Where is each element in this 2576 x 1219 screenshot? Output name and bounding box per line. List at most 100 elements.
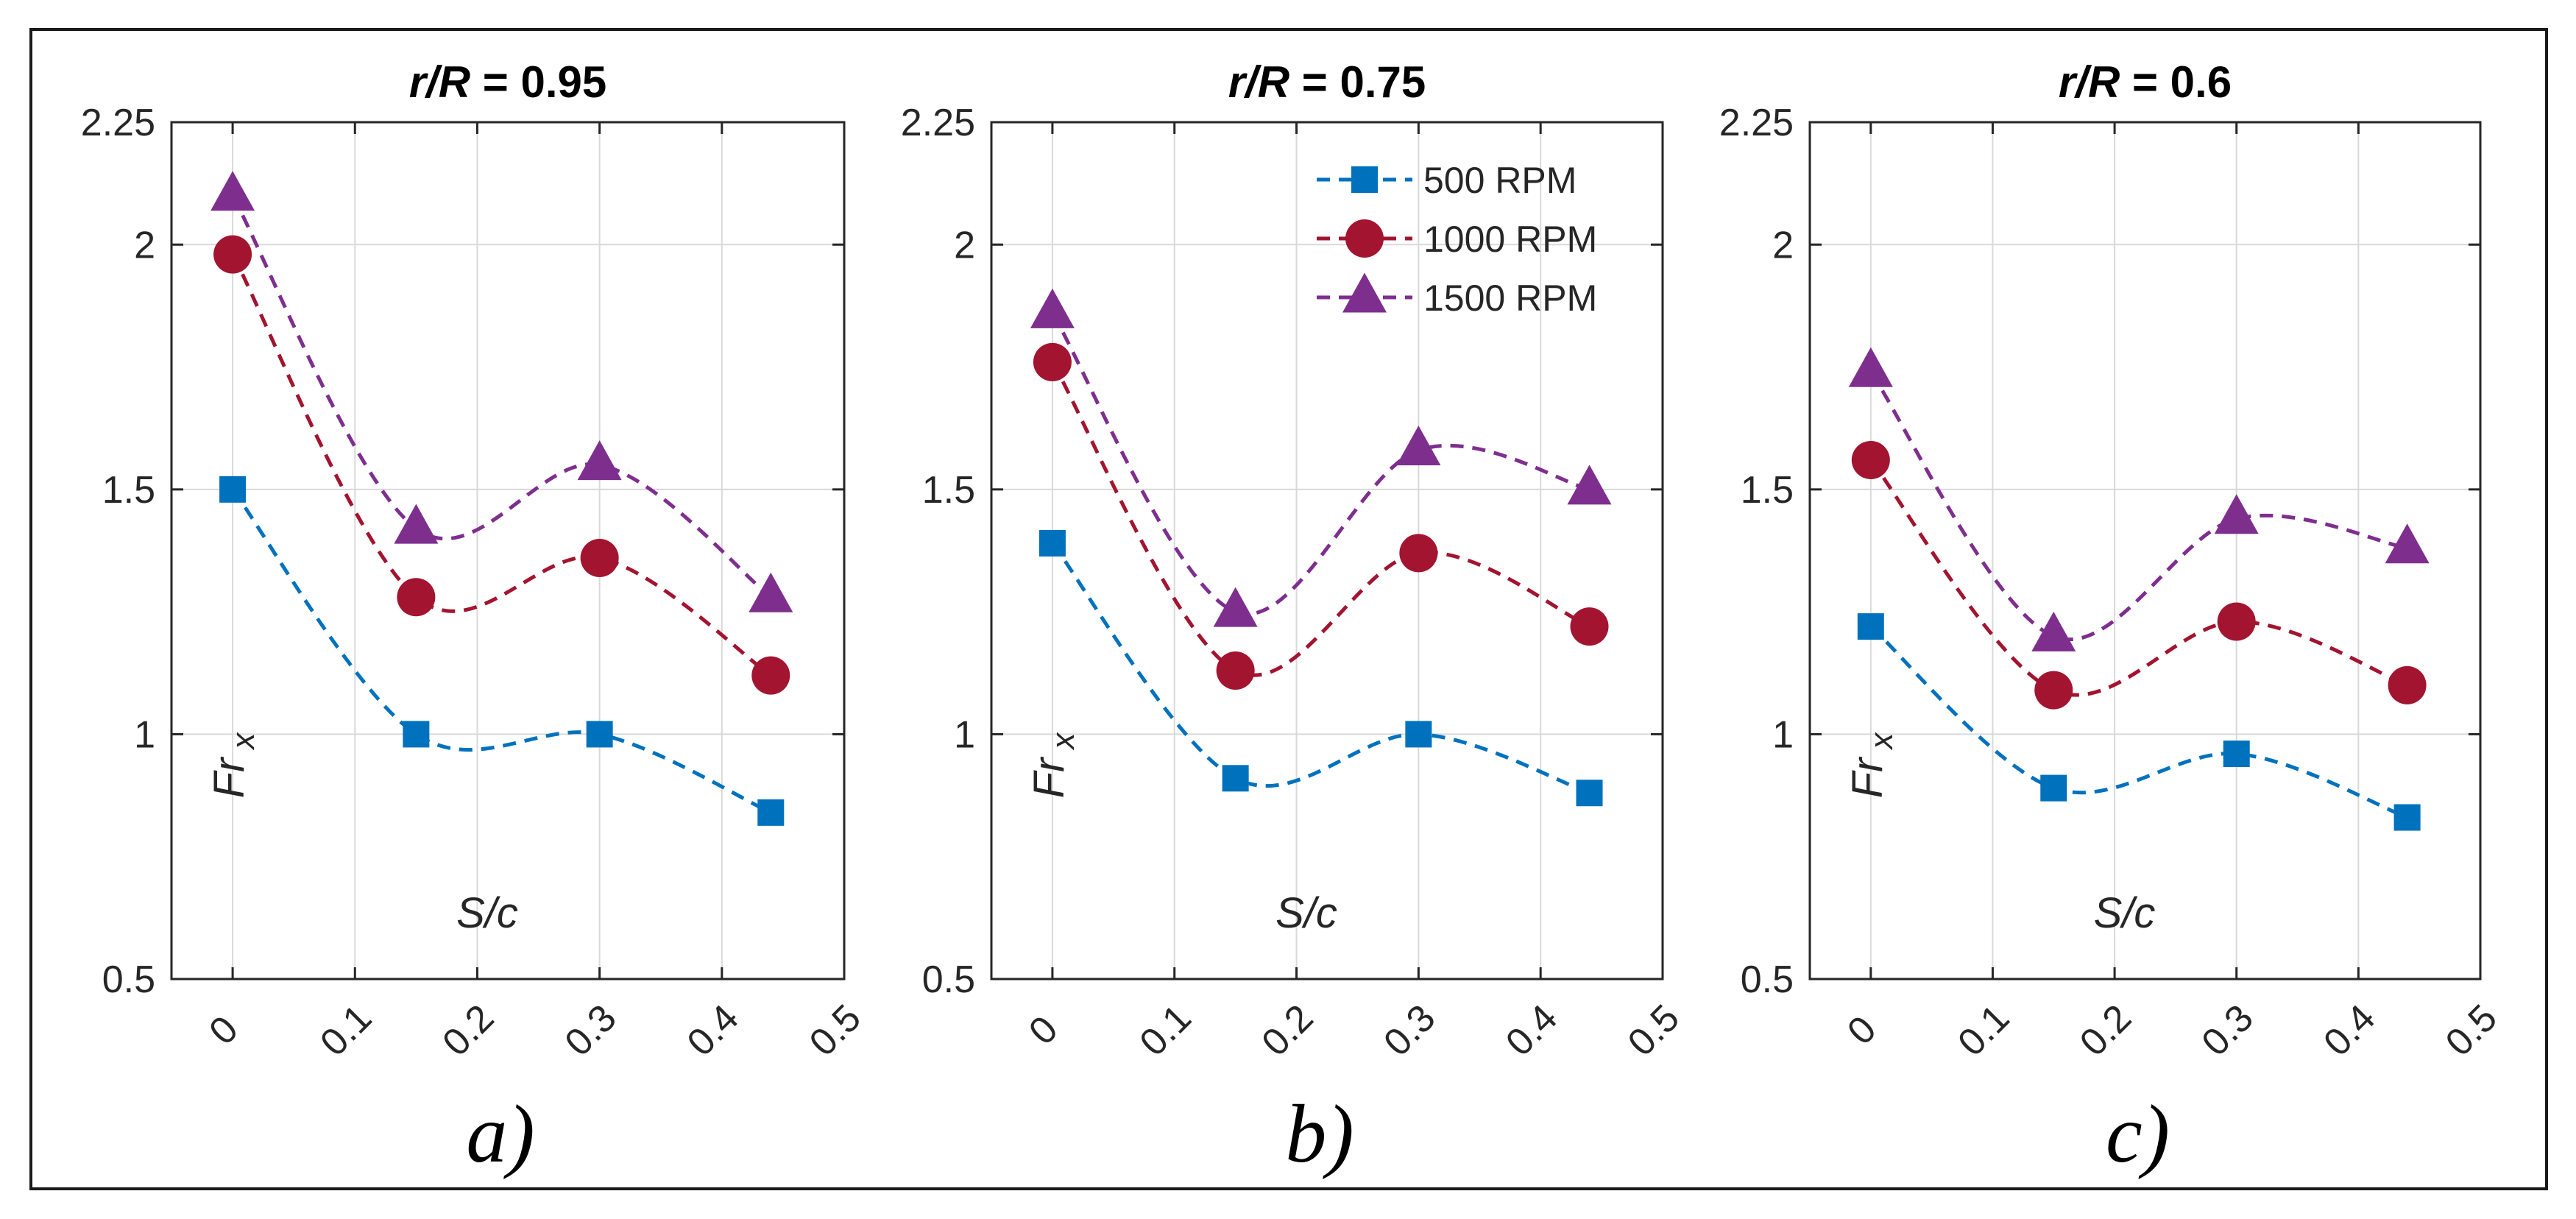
- y-axis-label: Fr x: [1844, 732, 1900, 799]
- data-point: [213, 235, 252, 274]
- legend-item: 500 RPM: [1317, 160, 1577, 201]
- series-line: [230, 194, 772, 599]
- y-axis-label-main: Fr: [1025, 756, 1073, 798]
- y-tick-label: 1: [1772, 713, 1794, 756]
- legend-item: 1000 RPM: [1317, 219, 1597, 260]
- data-point: [403, 721, 430, 748]
- chart-title-rest: = 0.75: [1289, 57, 1426, 107]
- data-point: [2214, 494, 2259, 534]
- chart-title-rest: = 0.6: [2120, 57, 2232, 107]
- series-line: [1050, 542, 1590, 795]
- chart-title: r/R = 0.6: [2059, 57, 2232, 107]
- y-axis-label-sub: x: [1864, 732, 1900, 751]
- data-point: [577, 440, 622, 481]
- y-tick-label: 1.5: [922, 469, 975, 512]
- series-1000-rpm: [1851, 440, 2427, 710]
- plot-area: [1810, 122, 2480, 979]
- legend-label: 500 RPM: [1423, 160, 1577, 201]
- data-point: [2217, 602, 2256, 641]
- y-axis-label-main: Fr: [205, 756, 253, 798]
- data-point: [2385, 523, 2430, 564]
- y-tick-label: 1.5: [102, 469, 155, 512]
- x-axis-label: S/c: [1275, 889, 1337, 937]
- series-line: [1050, 361, 1590, 677]
- chart-title-rest: = 0.95: [470, 57, 606, 107]
- x-axis-label: S/c: [456, 889, 518, 937]
- panel-label: c): [2106, 1089, 2170, 1180]
- panel-label: a): [466, 1089, 534, 1180]
- legend-marker: [1342, 272, 1387, 313]
- data-point: [1396, 425, 1441, 466]
- data-point: [1851, 440, 1890, 479]
- data-point: [2031, 611, 2076, 651]
- data-point: [1222, 765, 1249, 792]
- axes-frame: [170, 121, 846, 981]
- y-tick-label: 1: [954, 713, 975, 756]
- y-tick-label: 0.5: [922, 958, 975, 1001]
- series-line: [1050, 312, 1590, 616]
- y-tick-label: 0.5: [102, 958, 155, 1001]
- series-1500-rpm: [1848, 347, 2430, 651]
- data-point: [1567, 464, 1612, 505]
- series-line: [230, 253, 772, 677]
- series-500-rpm: [1857, 613, 2421, 831]
- data-point: [1216, 651, 1255, 690]
- y-tick-label: 2: [954, 224, 975, 266]
- y-axis-label-sub: x: [225, 732, 261, 751]
- y-axis-label-sub: x: [1045, 732, 1081, 751]
- data-point: [1857, 613, 1884, 640]
- data-point: [751, 656, 790, 695]
- series-500-rpm: [1038, 530, 1603, 807]
- data-point: [210, 171, 255, 211]
- data-point: [2223, 741, 2250, 768]
- y-axis-label: Fr x: [1025, 732, 1081, 799]
- chart-title-italic: r/R: [1228, 57, 1289, 107]
- plot-area: [171, 122, 844, 979]
- chart-title: r/R = 0.95: [409, 57, 607, 107]
- panel-label: b): [1285, 1089, 1354, 1180]
- data-point: [1213, 587, 1258, 627]
- data-point: [219, 476, 247, 503]
- data-point: [1405, 721, 1432, 748]
- legend-marker: [1351, 166, 1378, 193]
- data-point: [757, 799, 785, 826]
- axes-frame: [990, 121, 1664, 981]
- legend-item: 1500 RPM: [1317, 272, 1597, 319]
- y-tick-label: 2: [1772, 224, 1794, 266]
- legend-label: 1500 RPM: [1423, 278, 1597, 319]
- legend: 500 RPM 1000 RPM 1500 RPM: [1317, 160, 1597, 319]
- series-1000-rpm: [213, 235, 790, 695]
- data-point: [397, 578, 436, 617]
- y-axis-label: Fr x: [205, 732, 261, 799]
- data-point: [2034, 671, 2073, 710]
- y-tick-label: 2.25: [81, 102, 155, 144]
- data-point: [1038, 530, 1066, 557]
- data-point: [580, 538, 619, 577]
- chart-panel-2: 0.511.522.250 0.1 0.2 0.3 0.4 0.5r/R = 0.75Fr…: [901, 57, 1688, 1180]
- series-1500-rpm: [1030, 288, 1612, 627]
- y-tick-label: 2.25: [1719, 102, 1794, 144]
- data-point: [1848, 347, 1893, 387]
- y-tick-label: 2.25: [901, 102, 975, 144]
- series-line: [1869, 459, 2408, 697]
- data-point: [394, 504, 439, 544]
- chart-title-italic: r/R: [2059, 57, 2120, 107]
- data-point: [1030, 288, 1075, 328]
- x-axis-label: S/c: [2094, 889, 2156, 937]
- y-tick-label: 0.5: [1741, 958, 1794, 1001]
- legend-label: 1000 RPM: [1423, 219, 1597, 260]
- y-tick-label: 1.5: [1741, 469, 1794, 512]
- data-point: [1033, 342, 1072, 381]
- chart-title-italic: r/R: [409, 57, 470, 107]
- data-point: [2388, 665, 2427, 704]
- data-point: [2040, 774, 2067, 802]
- data-point: [2393, 804, 2421, 831]
- data-point: [749, 572, 793, 612]
- data-point: [1570, 607, 1609, 646]
- series-line: [1869, 370, 2408, 642]
- series-line: [231, 488, 772, 815]
- series-1000-rpm: [1033, 342, 1609, 690]
- y-tick-label: 1: [134, 713, 155, 756]
- data-point: [1399, 534, 1438, 573]
